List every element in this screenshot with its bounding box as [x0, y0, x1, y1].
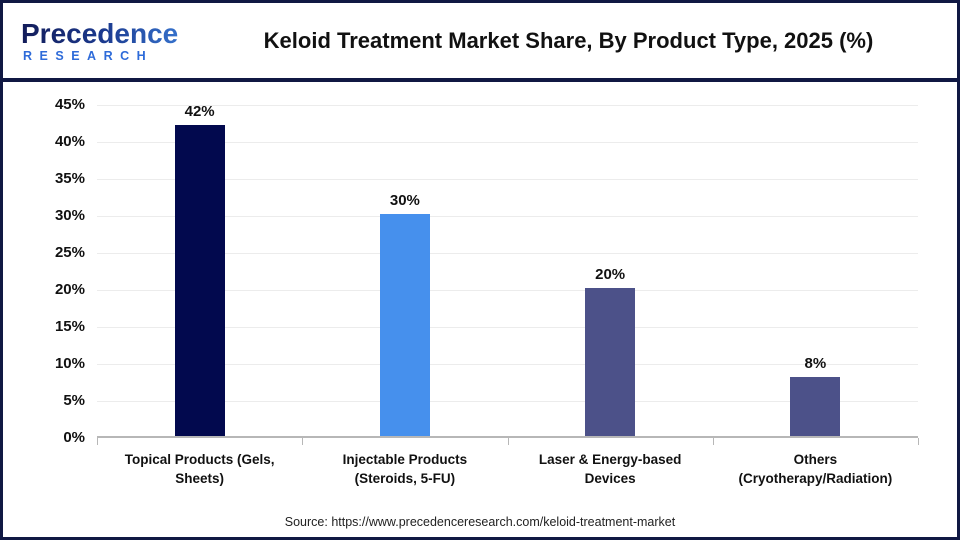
x-axis-tick-mark [302, 438, 304, 445]
header-divider [3, 78, 957, 82]
gridline [97, 142, 918, 143]
x-axis-category-label: Laser & Energy-based Devices [538, 452, 682, 486]
chart-row: 45% 40% 35% 30% 25% 20% 15% 10% 5% 0% 42% 30% 20% 8% [3, 96, 919, 446]
bar-value-label: 8% [804, 355, 827, 372]
y-axis-tick-label: 10% [54, 355, 85, 372]
y-axis-tick-label: 30% [54, 207, 85, 224]
header: Precedence RESEARCH Keloid Treatment Mar… [3, 3, 957, 78]
chart-area: 45% 40% 35% 30% 25% 20% 15% 10% 5% 0% 42% 30% 20% 8%… [3, 82, 957, 537]
x-axis-category-label: Topical Products (Gels, Sheets) [124, 452, 275, 486]
x-axis-tick-mark [507, 438, 509, 445]
logo-wordmark: Precedence [21, 19, 206, 49]
source-text: Source: https://www.precedenceresearch.c… [284, 515, 676, 529]
plot-area: 42% 30% 20% 8% [97, 103, 919, 445]
x-axis-category-label: Injectable Products (Steroids, 5-FU) [342, 452, 468, 486]
x-axis: Topical Products (Gels, Sheets) Injectabl… [97, 450, 918, 488]
y-axis-tick-label: 40% [54, 133, 85, 150]
x-axis-category-label: Others (Cryotherapy/Radiation) [738, 452, 893, 486]
y-axis-tick-label: 45% [54, 96, 85, 113]
chart-bar [174, 125, 225, 436]
y-axis-tick-label: 25% [54, 244, 85, 261]
y-axis: 45% 40% 35% 30% 25% 20% 15% 10% 5% 0% [3, 96, 97, 446]
gridline [97, 179, 918, 180]
bar-value-label: 30% [389, 192, 420, 209]
x-axis-tick-mark [712, 438, 714, 445]
precedence-research-logo: Precedence RESEARCH [21, 17, 206, 64]
y-axis-tick-label: 35% [54, 170, 85, 187]
chart-bar [790, 377, 841, 436]
chart-title: Keloid Treatment Market Share, By Produc… [263, 27, 874, 53]
y-axis-tick-label: 0% [63, 429, 85, 446]
gridline [97, 253, 918, 254]
logo-subtitle: RESEARCH [23, 49, 154, 63]
gridline [97, 216, 918, 217]
x-axis-tick-mark [918, 438, 919, 445]
gridline [97, 327, 918, 328]
bar-value-label: 42% [184, 103, 215, 120]
chart-bar [379, 214, 430, 436]
gridline [97, 290, 918, 291]
y-axis-tick-label: 5% [63, 392, 85, 409]
x-axis-tick-mark [97, 438, 98, 445]
chart-bar [585, 288, 636, 436]
gridline [97, 364, 918, 365]
bar-value-label: 20% [595, 266, 626, 283]
gridline [97, 401, 918, 402]
gridline [97, 105, 918, 106]
y-axis-tick-label: 15% [54, 318, 85, 335]
y-axis-tick-label: 20% [54, 281, 85, 298]
